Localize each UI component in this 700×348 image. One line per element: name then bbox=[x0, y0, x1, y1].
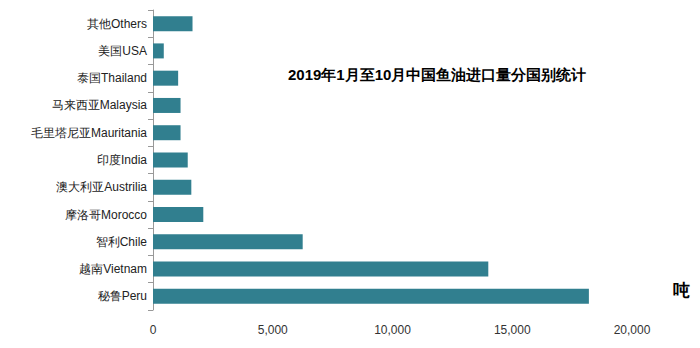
svg-text:吨: 吨 bbox=[673, 281, 690, 300]
svg-text:15,000: 15,000 bbox=[494, 323, 531, 337]
svg-text:20,000: 20,000 bbox=[614, 323, 651, 337]
svg-text:印度India: 印度India bbox=[97, 153, 147, 167]
svg-text:澳大利亚Austrilia: 澳大利亚Austrilia bbox=[56, 180, 147, 194]
svg-text:越南Vietnam: 越南Vietnam bbox=[79, 262, 147, 276]
svg-text:2019年1月至10月中国鱼油进口量分国别统计: 2019年1月至10月中国鱼油进口量分国别统计 bbox=[288, 66, 586, 83]
svg-text:10,000: 10,000 bbox=[374, 323, 411, 337]
svg-text:智利Chile: 智利Chile bbox=[96, 235, 148, 249]
svg-text:美国USA: 美国USA bbox=[98, 44, 147, 58]
svg-text:秘鲁Peru: 秘鲁Peru bbox=[98, 289, 147, 303]
svg-text:马来西亚Malaysia: 马来西亚Malaysia bbox=[52, 98, 148, 112]
svg-text:5,000: 5,000 bbox=[258, 323, 288, 337]
svg-text:其他Others: 其他Others bbox=[87, 17, 147, 31]
svg-text:毛里塔尼亚Mauritania: 毛里塔尼亚Mauritania bbox=[31, 126, 147, 140]
svg-text:0: 0 bbox=[150, 323, 157, 337]
svg-text:泰国Thailand: 泰国Thailand bbox=[77, 71, 147, 85]
svg-text:摩洛哥Morocco: 摩洛哥Morocco bbox=[65, 208, 147, 222]
